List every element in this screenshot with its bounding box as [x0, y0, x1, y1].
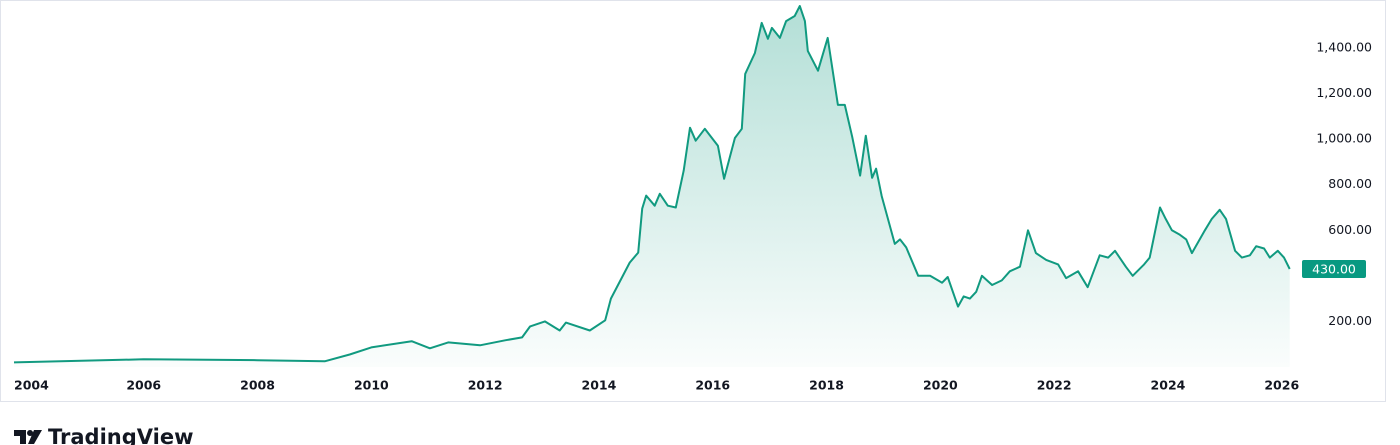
y-tick-label: 1,400.00: [1316, 39, 1372, 54]
x-tick-label: 2010: [354, 378, 389, 393]
x-tick-label: 2014: [582, 378, 617, 393]
x-tick-label: 2026: [1264, 378, 1299, 393]
area: [14, 6, 1290, 367]
y-tick-label: 1,000.00: [1316, 131, 1372, 146]
y-tick-label: 600.00: [1328, 222, 1372, 237]
frame: [0, 0, 1386, 402]
y-tick-label: 800.00: [1328, 176, 1372, 191]
x-tick-label: 2024: [1151, 378, 1186, 393]
plot: 200.00 600.00 800.00 1,000.00 1,200.00 1,400.…: [13, 5, 1372, 393]
x-tick-label: 2012: [468, 378, 503, 393]
x-tick-label: 2018: [809, 378, 844, 393]
x-tick-label: 2020: [923, 378, 958, 393]
y-tick-label: 1,200.00: [1316, 85, 1372, 100]
y-tick-label: 200.00: [1328, 313, 1372, 328]
logo-icon: [14, 430, 42, 444]
x-tick-label: 2006: [126, 378, 161, 393]
last-price-badge: [1302, 260, 1366, 279]
last-price-label: 430.00: [1312, 262, 1356, 277]
logo: TradingView: [14, 425, 193, 445]
line: [13, 5, 1291, 364]
x-tick-label: 2016: [695, 378, 730, 393]
brand: TradingView: [48, 425, 193, 445]
x-tick-label: 2004: [14, 378, 49, 393]
x-tick-label: 2022: [1037, 378, 1072, 393]
x-tick-label: 2008: [240, 378, 275, 393]
